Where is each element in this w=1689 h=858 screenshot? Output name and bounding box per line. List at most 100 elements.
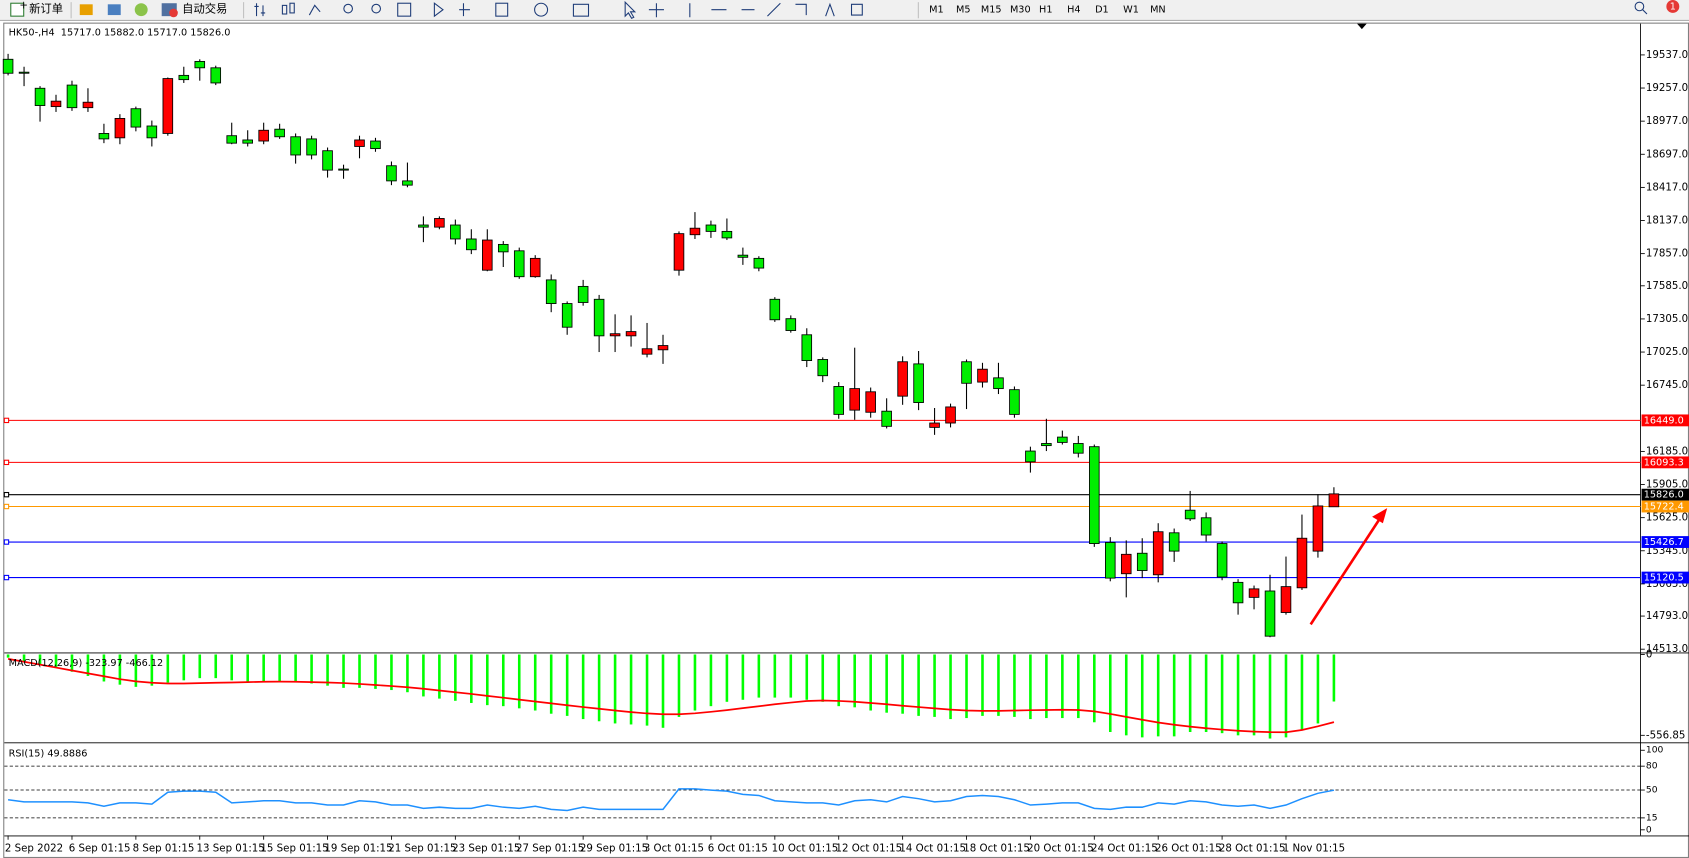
new-order-button[interactable]: + 新订单 bbox=[10, 0, 63, 17]
candle-body bbox=[609, 333, 621, 337]
icon bbox=[624, 0, 637, 20]
timeframe-button[interactable]: MN bbox=[1150, 5, 1166, 16]
icon[interactable] bbox=[79, 4, 93, 16]
tool-icons[interactable] bbox=[254, 0, 863, 20]
y-tick-label: 50 bbox=[1646, 786, 1658, 796]
icon bbox=[572, 3, 590, 17]
icon bbox=[459, 3, 470, 17]
y-tick-label: 15065.0 bbox=[1646, 579, 1688, 590]
candle-body bbox=[338, 168, 349, 171]
candle-body bbox=[1152, 531, 1164, 576]
price-level-label-bg bbox=[1641, 536, 1689, 548]
candle-body bbox=[418, 224, 429, 228]
candle-body bbox=[82, 101, 94, 109]
candle-body bbox=[34, 87, 46, 106]
candle-body bbox=[993, 377, 1004, 390]
y-tick-label: 19257.0 bbox=[1646, 83, 1688, 94]
timeframe-button[interactable]: H4 bbox=[1067, 5, 1080, 16]
candle-body bbox=[625, 331, 637, 337]
macd-bar bbox=[725, 654, 729, 702]
candle-body bbox=[945, 406, 956, 424]
x-tick-label: 21 Sep 01:15 bbox=[388, 843, 456, 854]
x-tick-label: 14 Oct 01:15 bbox=[899, 843, 966, 854]
macd-bar bbox=[1077, 654, 1080, 719]
candle-body bbox=[1025, 450, 1036, 463]
macd-bar bbox=[709, 654, 713, 707]
price-level-handle bbox=[3, 503, 10, 510]
macd-bar bbox=[965, 654, 968, 719]
x-tick-label: 1 Nov 01:15 bbox=[1283, 843, 1345, 854]
candle-body bbox=[801, 334, 813, 361]
icon bbox=[495, 2, 509, 17]
candle-body bbox=[370, 140, 381, 150]
macd-bar bbox=[1204, 654, 1208, 733]
macd-bar bbox=[390, 654, 393, 691]
icon bbox=[343, 3, 353, 14]
timeframe-button[interactable]: M5 bbox=[956, 5, 971, 16]
candle-body bbox=[1312, 505, 1324, 552]
icon bbox=[648, 3, 664, 18]
candle-body bbox=[130, 108, 142, 128]
candle-body bbox=[1009, 389, 1020, 415]
annotation-arrow bbox=[1309, 518, 1381, 626]
macd-bar bbox=[693, 654, 697, 711]
candle-body bbox=[434, 218, 445, 228]
search-icon bbox=[1642, 9, 1648, 15]
y-tick-label: 15 bbox=[1646, 813, 1658, 823]
y-tick-label: 15625.0 bbox=[1646, 513, 1688, 524]
macd-bar bbox=[917, 654, 920, 716]
macd-bar bbox=[1300, 654, 1304, 730]
macd-bar bbox=[1220, 654, 1224, 734]
macd-bar bbox=[741, 654, 745, 700]
x-tick-label: 24 Oct 01:15 bbox=[1091, 843, 1158, 854]
y-tick-label: 15905.0 bbox=[1646, 480, 1688, 491]
notification-badge[interactable] bbox=[1666, 0, 1680, 13]
x-tick-label: 6 Sep 01:15 bbox=[69, 843, 131, 854]
search-icon[interactable] bbox=[1634, 1, 1645, 12]
candle-body bbox=[657, 345, 669, 351]
toolbar bbox=[0, 0, 1689, 21]
macd-bar bbox=[214, 654, 218, 679]
macd-bar bbox=[773, 654, 777, 698]
new-order-label: 新订单 bbox=[29, 2, 63, 16]
timeframe-button[interactable]: D1 bbox=[1095, 5, 1109, 16]
timeframe-button[interactable]: H1 bbox=[1039, 5, 1052, 16]
macd-bar bbox=[54, 654, 58, 668]
price-level-label: 15826.0 bbox=[1644, 490, 1684, 501]
macd-bar bbox=[278, 654, 281, 682]
timeframe-button[interactable]: M30 bbox=[1010, 5, 1031, 16]
y-tick-label: 18417.0 bbox=[1646, 182, 1688, 193]
price-level-label: 16093.3 bbox=[1644, 457, 1684, 468]
candle-body bbox=[513, 250, 525, 278]
timeframe-button[interactable]: M1 bbox=[929, 5, 944, 16]
candle-body bbox=[274, 128, 285, 138]
y-tick-label: 80 bbox=[1646, 762, 1658, 772]
timeframe-button[interactable]: M15 bbox=[981, 5, 1002, 16]
x-tick-label: 29 Sep 01:15 bbox=[580, 843, 648, 854]
price-level-label: 16449.0 bbox=[1644, 415, 1684, 426]
price-level-label: 15426.7 bbox=[1644, 537, 1684, 548]
icon[interactable] bbox=[107, 4, 121, 16]
y-tick-label: 14513.0 bbox=[1646, 644, 1688, 655]
candle-body bbox=[1120, 553, 1132, 575]
macd-bar bbox=[470, 654, 473, 703]
timeframe-button[interactable]: W1 bbox=[1123, 5, 1139, 16]
y-tick-label: 17585.0 bbox=[1646, 281, 1688, 292]
price-level-label-bg bbox=[1641, 456, 1689, 469]
macd-bar bbox=[581, 654, 585, 720]
y-tick-label: 16745.0 bbox=[1646, 380, 1688, 391]
candle-body bbox=[466, 238, 477, 251]
x-tick-label: 18 Oct 01:15 bbox=[963, 843, 1030, 854]
candle-body bbox=[897, 361, 908, 397]
candle-body bbox=[1168, 532, 1180, 552]
candle-body bbox=[226, 135, 237, 144]
icon bbox=[308, 4, 321, 16]
macd-bar bbox=[533, 654, 537, 711]
macd-bar bbox=[326, 654, 329, 686]
icon[interactable] bbox=[134, 3, 148, 17]
candle-body bbox=[1184, 509, 1196, 520]
y-tick-label: 17857.0 bbox=[1646, 249, 1688, 260]
auto-trading-button[interactable]: 自动交易 bbox=[161, 2, 228, 18]
